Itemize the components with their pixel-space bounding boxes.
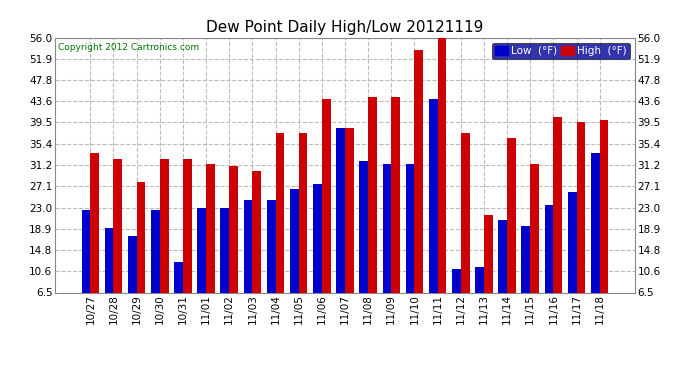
Legend: Low  (°F), High  (°F): Low (°F), High (°F) xyxy=(492,43,629,59)
Bar xyxy=(428,99,437,292)
Bar xyxy=(313,184,322,292)
Bar xyxy=(290,189,299,292)
Bar xyxy=(151,210,160,292)
Bar xyxy=(220,207,229,292)
Bar xyxy=(498,220,507,292)
Bar xyxy=(382,164,391,292)
Bar xyxy=(577,123,585,292)
Title: Dew Point Daily High/Low 20121119: Dew Point Daily High/Low 20121119 xyxy=(206,20,484,35)
Bar xyxy=(522,225,530,292)
Bar xyxy=(137,182,146,292)
Bar xyxy=(507,138,516,292)
Bar xyxy=(591,153,600,292)
Bar xyxy=(600,120,609,292)
Bar xyxy=(267,200,275,292)
Bar xyxy=(206,164,215,292)
Bar xyxy=(415,50,423,292)
Bar xyxy=(368,97,377,292)
Text: Copyright 2012 Cartronics.com: Copyright 2012 Cartronics.com xyxy=(58,43,199,52)
Bar xyxy=(275,133,284,292)
Bar xyxy=(244,200,253,292)
Bar xyxy=(530,164,539,292)
Bar xyxy=(90,153,99,292)
Bar xyxy=(452,269,461,292)
Bar xyxy=(568,192,577,292)
Bar xyxy=(406,164,415,292)
Bar xyxy=(475,267,484,292)
Bar xyxy=(183,159,192,292)
Bar xyxy=(544,205,553,292)
Bar xyxy=(105,228,113,292)
Bar xyxy=(229,166,238,292)
Bar xyxy=(484,215,493,292)
Bar xyxy=(461,133,470,292)
Bar xyxy=(197,207,206,292)
Bar xyxy=(336,128,345,292)
Bar xyxy=(359,161,368,292)
Bar xyxy=(553,117,562,292)
Bar xyxy=(81,210,90,292)
Bar xyxy=(174,262,183,292)
Bar xyxy=(322,99,331,292)
Bar xyxy=(299,133,308,292)
Bar xyxy=(391,97,400,292)
Bar xyxy=(113,159,122,292)
Bar xyxy=(253,171,262,292)
Bar xyxy=(160,159,168,292)
Bar xyxy=(345,128,354,292)
Bar xyxy=(128,236,137,292)
Bar xyxy=(437,32,446,292)
